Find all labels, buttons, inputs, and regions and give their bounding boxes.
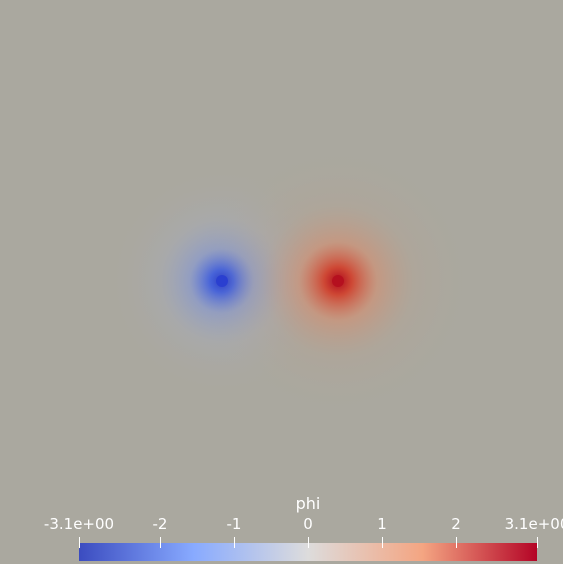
colorbar-tick-label: -2	[152, 515, 168, 533]
colorbar-tick-label: -3.1e+00	[43, 515, 115, 533]
positive-source-core	[332, 275, 344, 287]
negative-source-core	[216, 275, 228, 287]
colorbar-tick-mark	[537, 537, 538, 548]
colorbar-tick-mark	[308, 537, 309, 548]
colorbar-tick-label: 2	[451, 515, 461, 533]
colorbar-tick-label: 0	[303, 515, 313, 533]
colorbar-title: phi	[295, 494, 321, 513]
colorbar	[79, 543, 537, 561]
colorbar-tick-mark	[160, 537, 161, 548]
colorbar-tick-label: -1	[226, 515, 242, 533]
colorbar-gradient	[79, 543, 537, 561]
colorbar-tick-label: 3.1e+00	[504, 515, 563, 533]
colorbar-tick-mark	[382, 537, 383, 548]
colorbar-tick-mark	[234, 537, 235, 548]
colorbar-tick-label: 1	[377, 515, 387, 533]
colorbar-tick-mark	[456, 537, 457, 548]
colorbar-tick-mark	[79, 537, 80, 548]
